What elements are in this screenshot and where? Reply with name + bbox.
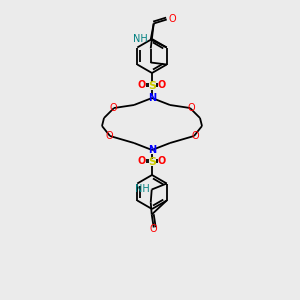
Text: O: O	[138, 80, 146, 90]
Text: O: O	[105, 131, 113, 141]
Text: O: O	[169, 14, 176, 23]
Text: O: O	[187, 103, 195, 113]
Text: S: S	[148, 81, 156, 91]
Text: N: N	[148, 93, 156, 103]
Text: O: O	[158, 80, 166, 90]
Text: O: O	[138, 156, 146, 166]
Text: NH: NH	[133, 34, 148, 44]
Text: N: N	[148, 145, 156, 155]
Text: O: O	[150, 224, 158, 235]
Text: S: S	[148, 157, 156, 167]
Text: O: O	[158, 156, 166, 166]
Text: O: O	[109, 103, 117, 113]
Text: NH: NH	[135, 184, 150, 194]
Text: O: O	[191, 131, 199, 141]
